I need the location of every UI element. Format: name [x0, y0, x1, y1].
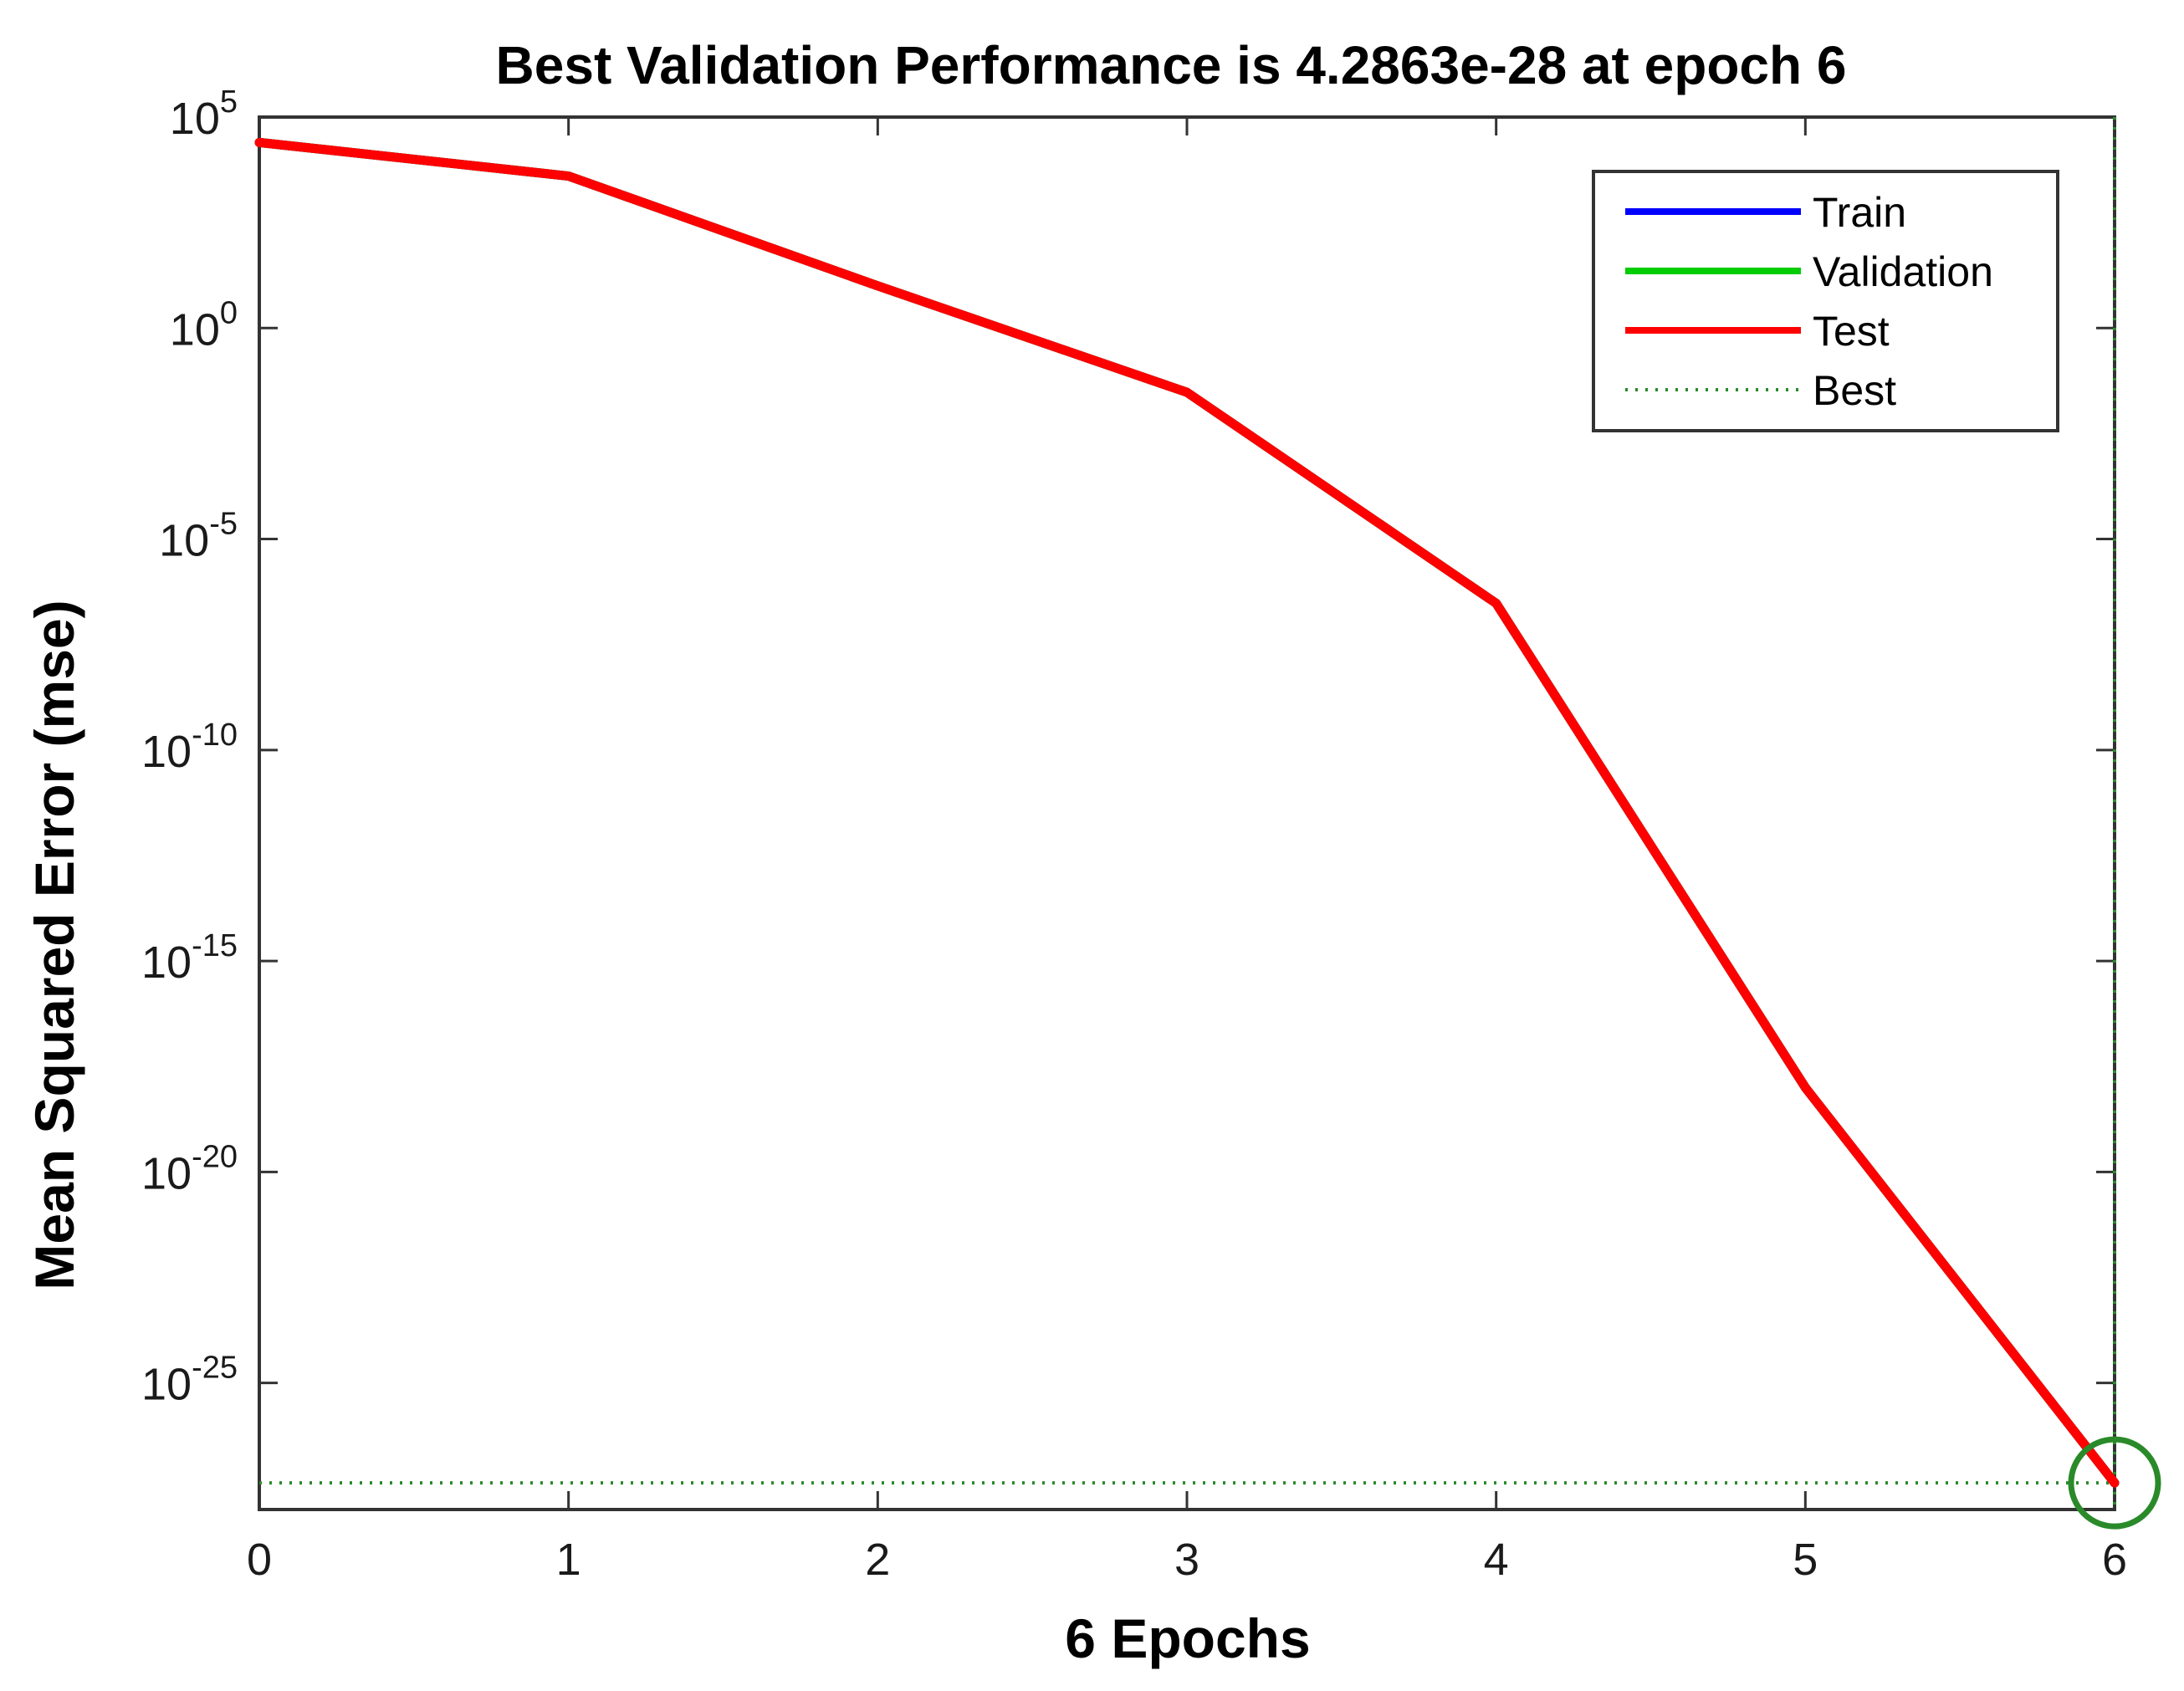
best-marker-layer: [259, 117, 2116, 1510]
y-tick-base: 10: [141, 937, 192, 988]
y-tick-label: 10-15: [141, 928, 238, 988]
x-tick-label: 4: [1484, 1535, 1509, 1585]
x-axis-label: 6 Epochs: [1065, 1607, 1310, 1669]
y-tick-exponent: -5: [209, 507, 238, 542]
x-tick-label: 6: [2102, 1535, 2127, 1585]
y-tick-exponent: -15: [192, 928, 238, 963]
y-tick-base: 10: [159, 516, 209, 566]
legend-label-test: Test: [1813, 308, 1890, 355]
x-tick-label: 5: [1793, 1535, 1818, 1585]
legend: Train Validation Test Best: [1592, 170, 2059, 432]
y-tick-label: 10-10: [141, 718, 238, 777]
y-tick-label: 10-5: [159, 507, 238, 566]
y-tick-label: 100: [170, 295, 238, 355]
x-tick-label: 0: [247, 1535, 272, 1585]
x-tick-label: 1: [556, 1535, 581, 1585]
y-tick-exponent: -20: [192, 1139, 238, 1174]
y-tick-base: 10: [141, 727, 192, 777]
y-tick-label: 10-25: [141, 1351, 238, 1410]
y-tick-label: 10-20: [141, 1139, 238, 1198]
chart-title: Best Validation Performance is 4.2863e-2…: [496, 35, 1847, 95]
y-tick-exponent: -10: [192, 718, 238, 753]
y-tick-exponent: 5: [220, 84, 238, 120]
legend-label-validation: Validation: [1813, 248, 1993, 295]
y-tick-base: 10: [141, 1360, 192, 1410]
x-tick-label: 3: [1174, 1535, 1199, 1585]
x-tick-label: 2: [865, 1535, 890, 1585]
series-layer: [254, 137, 2161, 1530]
y-tick-exponent: 0: [220, 295, 238, 330]
legend-label-train: Train: [1813, 189, 1906, 236]
y-axis-label: Mean Squared Error (mse): [23, 600, 85, 1290]
y-tick-base: 10: [170, 304, 220, 355]
y-tick-exponent: -25: [192, 1351, 238, 1386]
legend-label-best: Best: [1813, 367, 1896, 414]
y-tick-base: 10: [170, 94, 220, 144]
best-point-circle: [2068, 1436, 2161, 1530]
series-line-test: [254, 137, 2120, 1488]
y-tick-label: 105: [170, 84, 238, 144]
y-tick-base: 10: [141, 1148, 192, 1198]
